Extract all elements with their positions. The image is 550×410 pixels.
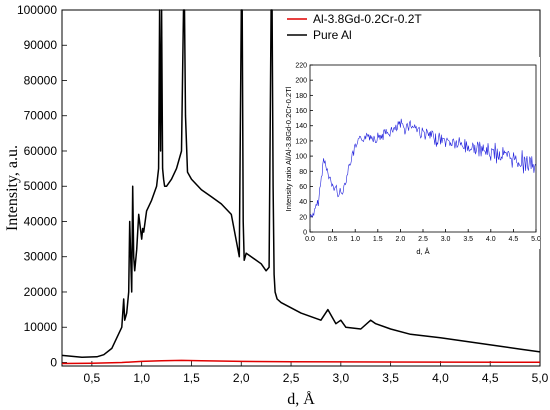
y-tick-label: 80000 <box>24 73 58 87</box>
y-tick-label: 180 <box>295 93 307 100</box>
main-axis-ticks: 0,5 1,0 1,5 2,0 2,5 3,0 3,5 4,0 4,5 5,00100002000… <box>17 3 549 385</box>
y-tick-label: 0 <box>50 355 57 369</box>
y-tick-label: 60000 <box>24 144 58 158</box>
x-tick-label: 2,5 <box>283 371 300 385</box>
x-tick-label: 4,0 <box>432 371 449 385</box>
x-tick-label: 5,0 <box>532 371 549 385</box>
x-tick-label: 2.5 <box>418 236 428 243</box>
y-tick-label: 70000 <box>24 109 58 123</box>
x-tick-label: 5.0 <box>531 236 541 243</box>
x-tick-label: 3,5 <box>382 371 399 385</box>
inset-x-axis-label: d, Å <box>416 247 429 256</box>
legend: Al-3.8Gd-0.2Cr-0.2T Pure Al <box>287 12 422 42</box>
legend-label-pure-al: Pure Al <box>313 28 352 42</box>
x-axis-label: d, Å <box>287 390 315 408</box>
inset-axis-ticks: 0.0 0.5 1.0 1.5 2.0 2.5 3.0 3.5 4.0 4.5 5.0 0 20 40 60… <box>295 63 541 244</box>
x-tick-label: 1.0 <box>350 236 360 243</box>
series-line-alloy <box>61 359 541 365</box>
x-tick-label: 2.0 <box>396 236 406 243</box>
x-tick-label: 0,5 <box>84 371 101 385</box>
x-tick-label: 2,0 <box>233 371 250 385</box>
x-tick-label: 1,5 <box>183 371 200 385</box>
y-tick-label: 90000 <box>24 38 58 52</box>
main-series-group <box>61 9 541 365</box>
y-tick-label: 20000 <box>24 285 58 299</box>
y-tick-label: 100000 <box>17 3 57 17</box>
x-tick-label: 4.0 <box>486 236 496 243</box>
x-tick-label: 3.5 <box>463 236 473 243</box>
y-tick-label: 220 <box>295 63 307 70</box>
y-tick-label: 140 <box>295 123 307 130</box>
inset-background <box>284 57 540 249</box>
y-tick-label: 20 <box>299 214 307 221</box>
legend-label-alloy: Al-3.8Gd-0.2Cr-0.2T <box>313 12 422 26</box>
x-tick-label: 3,0 <box>332 371 349 385</box>
inset-series-line <box>309 118 536 218</box>
y-tick-label: 160 <box>295 108 307 115</box>
y-tick-label: 0 <box>303 230 307 237</box>
y-tick-label: 100 <box>295 154 307 161</box>
y-tick-label: 10000 <box>24 320 58 334</box>
inset-y-axis-label: Intensity ratio Al/Al-3.8Gd-0.2Cr-0.2Tl <box>284 86 293 211</box>
x-tick-label: 0.5 <box>328 236 338 243</box>
x-tick-label: 1,0 <box>133 371 150 385</box>
x-tick-label: 1.5 <box>373 236 383 243</box>
series-line-pure-al <box>61 9 541 358</box>
x-tick-label: 4.5 <box>509 236 519 243</box>
y-axis-label: Intensity, a.u. <box>4 145 21 231</box>
x-tick-label: 3.0 <box>441 236 451 243</box>
y-tick-label: 50000 <box>24 179 58 193</box>
y-tick-label: 40 <box>299 199 307 206</box>
y-tick-label: 200 <box>295 78 307 85</box>
y-tick-label: 40000 <box>24 214 58 228</box>
y-tick-label: 60 <box>299 184 307 191</box>
inset-chart: 0.0 0.5 1.0 1.5 2.0 2.5 3.0 3.5 4.0 4.5 5.0 0 20 40 60… <box>284 57 541 256</box>
y-tick-label: 80 <box>299 169 307 176</box>
y-tick-label: 120 <box>295 138 307 145</box>
y-tick-label: 30000 <box>24 250 58 264</box>
x-tick-label: 0.0 <box>305 236 315 243</box>
x-tick-label: 4,5 <box>482 371 499 385</box>
inset-series-group <box>309 118 536 218</box>
